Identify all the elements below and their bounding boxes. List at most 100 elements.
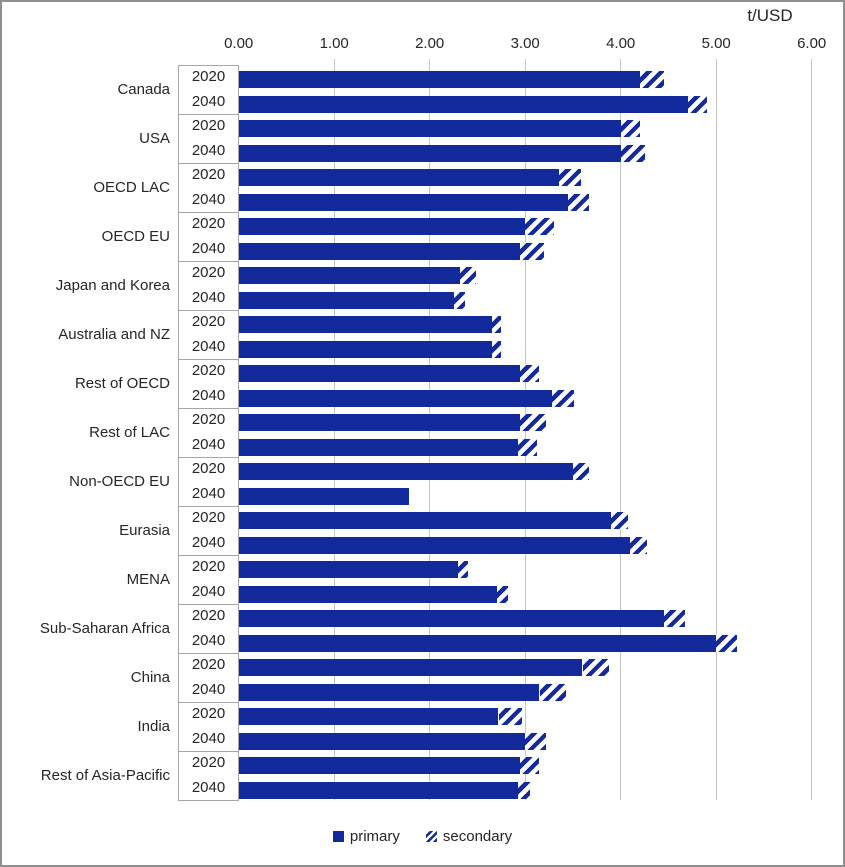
bar-secondary-segment [582, 659, 610, 677]
bar-primary-segment [238, 659, 583, 677]
legend-item-secondary: secondary [425, 827, 513, 845]
bar-primary-segment [238, 365, 521, 383]
bar-secondary-segment [491, 340, 502, 358]
region-label: Australia and NZ [58, 325, 170, 343]
x-axis-tick-label: 3.00 [510, 35, 540, 52]
year-label: 2040 [191, 533, 226, 551]
region-label: Rest of LAC [89, 423, 170, 441]
year-label: 2020 [191, 460, 226, 478]
bar-primary-segment [238, 610, 664, 628]
x-axis-tick-label: 5.00 [701, 35, 731, 52]
region-label: OECD EU [101, 227, 170, 245]
year-label: 2040 [191, 435, 226, 453]
year-label: 2020 [191, 411, 226, 429]
bar-secondary-segment [496, 585, 509, 603]
year-label: 2040 [191, 680, 226, 698]
bar-primary-segment [238, 683, 540, 701]
region-label: MENA [126, 570, 170, 588]
bar-secondary-segment [551, 389, 574, 407]
bar-secondary-segment [498, 708, 523, 726]
bar-primary-segment [238, 144, 621, 162]
bar-secondary-segment [517, 438, 537, 456]
year-label: 2020 [191, 656, 226, 674]
bar-primary-segment [238, 242, 521, 260]
legend-item-primary: primary [332, 827, 400, 845]
legend-label: secondary [442, 827, 513, 845]
region-label: Rest of Asia-Pacific [40, 766, 170, 784]
bar-primary-segment [238, 757, 521, 775]
bar-primary-segment [238, 708, 499, 726]
region-label: USA [139, 129, 170, 147]
year-label: 2020 [191, 166, 226, 184]
bar-secondary-segment [525, 218, 554, 236]
bar-secondary-segment [525, 732, 547, 750]
region-label: Sub-Saharan Africa [39, 619, 170, 637]
bar-primary-segment [238, 585, 497, 603]
region-label: Non-OECD EU [69, 472, 170, 490]
legend: primary secondary [2, 822, 843, 850]
bar-primary-segment [238, 291, 454, 309]
bar-primary-segment [238, 487, 409, 505]
year-label: 2020 [191, 754, 226, 772]
year-label: 2040 [191, 190, 226, 208]
x-axis-tick-label: 2.00 [415, 35, 445, 52]
gridline [715, 59, 717, 800]
region-label: Eurasia [119, 521, 170, 539]
year-label: 2040 [191, 631, 226, 649]
x-axis-tick-label: 6.00 [797, 35, 827, 52]
bar-primary-segment [238, 169, 559, 187]
bar-secondary-segment [611, 512, 629, 530]
bar-primary-segment [238, 781, 518, 799]
region-label: Canada [117, 80, 170, 98]
year-label: 2040 [191, 92, 226, 110]
x-axis-tick-label: 4.00 [606, 35, 636, 52]
bar-primary-segment [238, 732, 526, 750]
bar-primary-segment [238, 634, 717, 652]
year-label: 2020 [191, 705, 226, 723]
bar-primary-segment [238, 218, 526, 236]
bar-secondary-segment [520, 242, 545, 260]
year-label: 2020 [191, 68, 226, 86]
bar-secondary-segment [453, 291, 466, 309]
year-label: 2020 [191, 313, 226, 331]
bar-secondary-segment [458, 561, 468, 579]
year-label: 2020 [191, 264, 226, 282]
bar-primary-segment [238, 463, 573, 481]
bar-secondary-segment [687, 95, 707, 113]
bar-secondary-segment [520, 414, 547, 432]
bar-secondary-segment [716, 634, 738, 652]
region-label: Japan and Korea [55, 276, 170, 294]
bar-secondary-segment [520, 365, 540, 383]
bar-secondary-segment [620, 120, 640, 138]
bar-secondary-segment [460, 267, 477, 285]
region-label: China [130, 668, 170, 686]
legend-swatch-primary [332, 830, 344, 842]
year-label: 2040 [191, 239, 226, 257]
axis-unit-label: t/USD [747, 6, 793, 25]
bar-secondary-segment [663, 610, 685, 628]
bar-primary-segment [238, 438, 518, 456]
bar-secondary-segment [491, 316, 502, 334]
region-label: OECD LAC [93, 178, 170, 196]
bar-primary-segment [238, 340, 492, 358]
bar-primary-segment [238, 536, 631, 554]
bar-secondary-segment [573, 463, 590, 481]
year-label: 2020 [191, 362, 226, 380]
year-label: 2020 [191, 509, 226, 527]
bar-primary-segment [238, 414, 521, 432]
bar-secondary-segment [620, 144, 645, 162]
bar-primary-segment [238, 193, 569, 211]
year-label: 2020 [191, 558, 226, 576]
year-label: 2020 [191, 215, 226, 233]
region-label: Rest of OECD [74, 374, 170, 392]
bar-primary-segment [238, 389, 552, 407]
legend-swatch-secondary [425, 830, 437, 842]
bar-secondary-segment [517, 781, 530, 799]
bar-primary-segment [238, 561, 459, 579]
region-group-box [178, 750, 239, 801]
year-label: 2020 [191, 117, 226, 135]
bar-secondary-segment [539, 683, 567, 701]
legend-label: primary [349, 827, 400, 845]
year-label: 2040 [191, 141, 226, 159]
